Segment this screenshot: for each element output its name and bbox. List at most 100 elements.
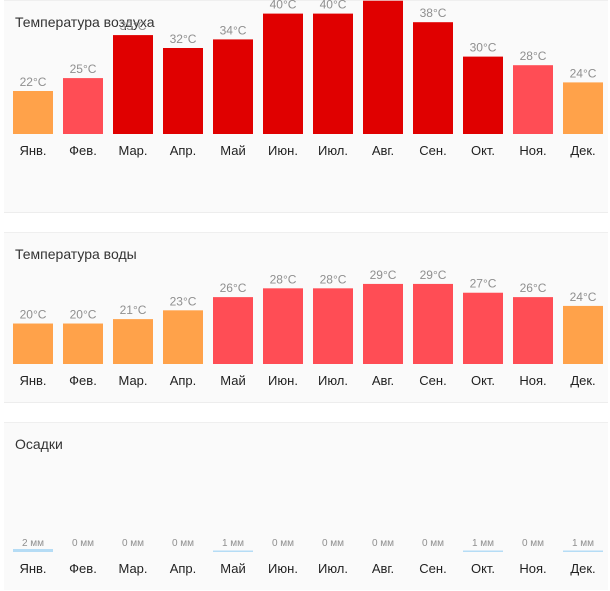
water-temperature-month-label: Дек.: [570, 373, 595, 388]
air-temperature-month-label: Май: [220, 143, 245, 158]
water-temperature-value-label: 23°C: [170, 294, 197, 308]
precipitation-value-label: 0 мм: [322, 538, 344, 549]
air-temperature-value-label: 22°C: [20, 75, 47, 89]
precipitation-value-label: 1 мм: [222, 538, 244, 549]
air-temperature-value-label: 34°C: [220, 23, 247, 37]
precipitation-value-label: 0 мм: [72, 538, 94, 549]
precipitation-month-label: Май: [220, 561, 245, 576]
air-temperature-bar: [113, 35, 153, 134]
water-temperature-bar: [213, 297, 253, 364]
water-temperature-bar: [13, 323, 53, 364]
air-temperature-bar: [213, 39, 253, 134]
precipitation-month-label: Дек.: [570, 561, 595, 576]
air-temperature-value-label: 30°C: [470, 41, 497, 55]
water-temperature-month-label: Янв.: [19, 373, 46, 388]
water-temperature-value-label: 28°C: [270, 272, 297, 286]
water-temperature-month-label: Май: [220, 373, 245, 388]
air-temperature-panel: Температура воздуха 22°C Янв. 25°C Фев. 35°C…: [4, 0, 608, 213]
water-temperature-value-label: 20°C: [70, 308, 97, 322]
precipitation-month-label: Июн.: [268, 561, 298, 576]
air-temperature-value-label: 40°C: [270, 0, 297, 12]
air-temperature-month-label: Апр.: [170, 143, 197, 158]
precipitation-value-label: 0 мм: [422, 538, 444, 549]
air-temperature-value-label: 40°C: [320, 0, 347, 12]
water-temperature-bar: [463, 292, 503, 364]
water-temperature-bar: [163, 310, 203, 364]
precipitation-bar: [463, 550, 503, 552]
water-temperature-bar: [513, 297, 553, 364]
air-temperature-bar: [313, 13, 353, 135]
air-temperature-month-label: Дек.: [570, 143, 595, 158]
water-temperature-month-label: Июн.: [268, 373, 298, 388]
air-temperature-month-label: Авг.: [372, 143, 394, 158]
water-temperature-value-label: 20°C: [20, 308, 47, 322]
air-temperature-month-label: Июл.: [318, 143, 348, 158]
air-temperature-value-label: 25°C: [70, 62, 97, 76]
water-temperature-month-label: Авг.: [372, 373, 394, 388]
precipitation-chart: 2 мм Янв. 0 мм Фев. 0 мм Мар. 0 мм Апр. 1 мм Май 0…: [13, 538, 603, 576]
air-temperature-bar: [413, 22, 453, 135]
water-temperature-month-label: Ноя.: [519, 373, 546, 388]
air-temperature-month-label: Июн.: [268, 143, 298, 158]
water-temperature-bar: [413, 283, 453, 364]
precipitation-month-label: Сен.: [419, 561, 446, 576]
air-temperature-bar: [563, 82, 603, 134]
precipitation-value-label: 0 мм: [272, 538, 294, 549]
precipitation-title: Осадки: [15, 436, 63, 452]
air-temperature-bar: [463, 56, 503, 134]
precipitation-value-label: 1 мм: [572, 538, 594, 549]
water-temperature-month-label: Июл.: [318, 373, 348, 388]
air-temperature-value-label: 32°C: [170, 32, 197, 46]
water-temperature-bar: [263, 288, 303, 364]
precipitation-bar: [13, 549, 53, 552]
air-temperature-bar: [263, 13, 303, 135]
air-temperature-value-label: 28°C: [520, 49, 547, 63]
air-temperature-bar: [513, 65, 553, 134]
water-temperature-value-label: 26°C: [220, 281, 247, 295]
precipitation-value-label: 0 мм: [522, 538, 544, 549]
water-temperature-bar: [563, 305, 603, 364]
air-temperature-bar: [363, 0, 403, 135]
air-temperature-month-label: Окт.: [471, 143, 495, 158]
air-temperature-month-label: Мар.: [118, 143, 147, 158]
water-temperature-chart: 20°C Янв. 20°C Фев. 21°C Мар. 23°C Апр. 26°C Май 2…: [13, 268, 603, 388]
air-temperature-value-label: 38°C: [420, 6, 447, 20]
air-temperature-bar: [63, 78, 103, 134]
air-temperature-chart: 22°C Янв. 25°C Фев. 35°C Мар. 32°C Апр. 34°C Май 4…: [13, 0, 603, 158]
water-temperature-bar: [113, 319, 153, 364]
water-temperature-month-label: Окт.: [471, 373, 495, 388]
precipitation-month-label: Июл.: [318, 561, 348, 576]
precipitation-month-label: Фев.: [69, 561, 97, 576]
precipitation-bar: [213, 550, 253, 552]
precipitation-month-label: Янв.: [19, 561, 46, 576]
water-temperature-value-label: 29°C: [420, 268, 447, 282]
air-temperature-value-label: 35°C: [120, 19, 147, 33]
precipitation-value-label: 1 мм: [472, 538, 494, 549]
precipitation-value-label: 0 мм: [172, 538, 194, 549]
precipitation-month-label: Авг.: [372, 561, 394, 576]
precipitation-bar: [563, 550, 603, 552]
water-temperature-value-label: 24°C: [570, 290, 597, 304]
air-temperature-value-label: 24°C: [570, 66, 597, 80]
precipitation-value-label: 0 мм: [372, 538, 394, 549]
water-temperature-month-label: Фев.: [69, 373, 97, 388]
air-temperature-month-label: Сен.: [419, 143, 446, 158]
water-temperature-title: Температура воды: [15, 246, 137, 262]
water-temperature-month-label: Сен.: [419, 373, 446, 388]
precipitation-month-label: Апр.: [170, 561, 197, 576]
water-temperature-panel: Температура воды 20°C Янв. 20°C Фев. 21°C Мар…: [4, 232, 608, 403]
precipitation-value-label: 0 мм: [122, 538, 144, 549]
precipitation-month-label: Окт.: [471, 561, 495, 576]
precipitation-value-label: 2 мм: [22, 538, 44, 549]
water-temperature-value-label: 29°C: [370, 268, 397, 282]
water-temperature-value-label: 28°C: [320, 272, 347, 286]
water-temperature-month-label: Мар.: [118, 373, 147, 388]
air-temperature-month-label: Янв.: [19, 143, 46, 158]
air-temperature-title: Температура воздуха: [15, 14, 155, 30]
water-temperature-value-label: 21°C: [120, 303, 147, 317]
air-temperature-month-label: Фев.: [69, 143, 97, 158]
precipitation-month-label: Ноя.: [519, 561, 546, 576]
precipitation-panel: Осадки 2 мм Янв. 0 мм Фев. 0 мм Мар. 0 мм Апр. 1…: [4, 422, 608, 590]
air-temperature-month-label: Ноя.: [519, 143, 546, 158]
water-temperature-month-label: Апр.: [170, 373, 197, 388]
